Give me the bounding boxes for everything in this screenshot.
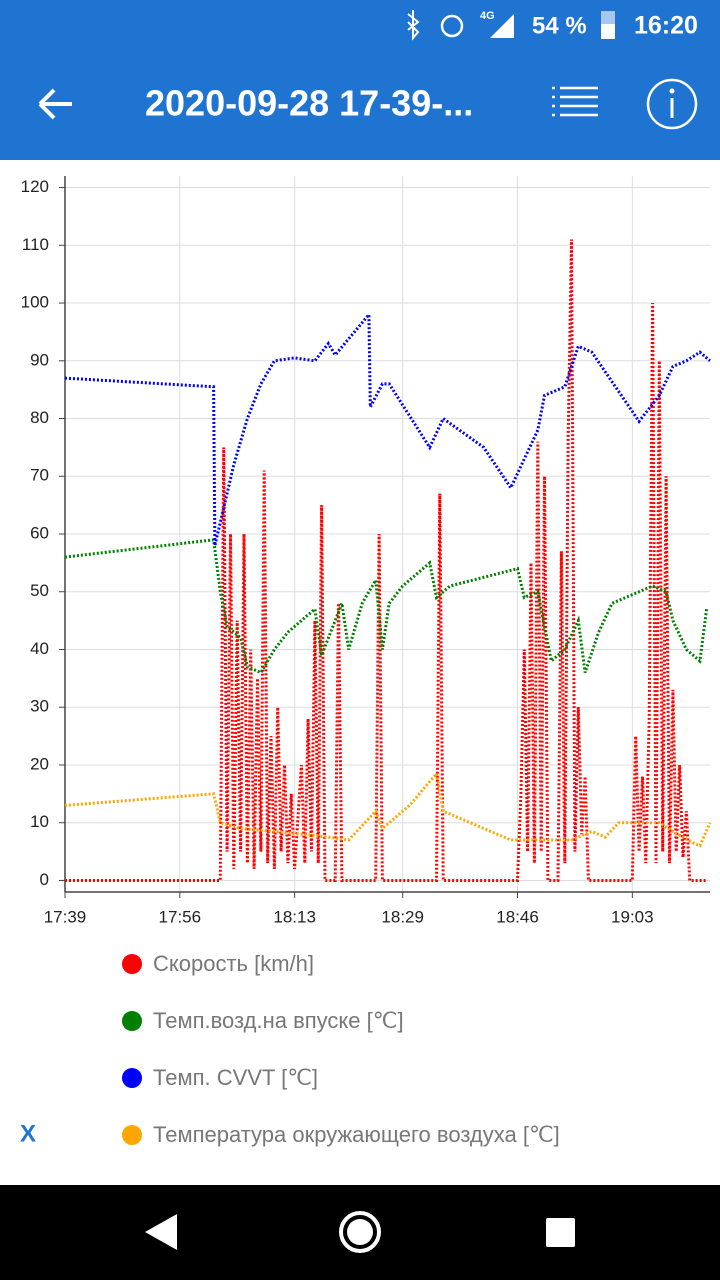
battery-text: 54 %: [532, 12, 587, 39]
x-tick-label: 19:03: [611, 907, 654, 926]
app-bar-bg: [0, 0, 720, 160]
x-tick-label: 18:13: [273, 907, 316, 926]
clock: 16:20: [634, 12, 698, 40]
bluetooth-icon: [407, 10, 420, 41]
nav-home[interactable]: [339, 1211, 381, 1253]
app-title: 2020-09-28 17-39-...: [145, 83, 473, 124]
y-tick-label: 60: [30, 523, 49, 542]
legend-label: Темп.возд.на впуске [℃]: [153, 1008, 404, 1033]
x-tick-label: 18:46: [496, 907, 539, 926]
legend-label: Скорость [km/h]: [153, 951, 314, 976]
series-line: [64, 770, 712, 848]
info-button[interactable]: [646, 78, 698, 130]
alarm-icon: [440, 14, 464, 38]
nav-back[interactable]: [145, 1214, 177, 1250]
y-tick-label: 70: [30, 466, 49, 485]
x-tick-label: 18:29: [381, 907, 424, 926]
legend-label: Темп. CVVT [℃]: [153, 1065, 318, 1090]
y-tick-label: 30: [30, 697, 49, 716]
chart: 0 10 20 30 40 50 60 70 80 90 100 110 120 17:39 17:56 18…: [21, 176, 712, 1147]
x-tick-label: 17:56: [159, 907, 202, 926]
legend-swatch: [122, 1011, 142, 1031]
legend-swatch: [122, 954, 142, 974]
y-tick-label: 40: [30, 639, 49, 658]
nav-recent[interactable]: [546, 1218, 575, 1247]
x-tick-label: 17:39: [44, 907, 87, 926]
battery-level: [601, 24, 615, 39]
signal-icon: [490, 14, 514, 38]
series-line: [64, 310, 711, 546]
y-tick-label: 90: [30, 350, 49, 369]
legend-swatch: [122, 1125, 142, 1145]
list-button[interactable]: [552, 86, 598, 117]
legend-swatch: [122, 1068, 142, 1088]
y-tick-label: 50: [30, 581, 49, 600]
nav-home-dot: [347, 1219, 373, 1245]
series-line: [64, 538, 709, 675]
y-tick-label: 10: [30, 812, 49, 831]
legend-label: Температура окружающего воздуха [℃]: [153, 1122, 560, 1147]
back-button[interactable]: [38, 88, 72, 120]
y-tick-label: 110: [22, 235, 49, 254]
y-tick-label: 80: [30, 408, 49, 427]
y-tick-label: 120: [21, 177, 49, 196]
y-tick-label: 100: [21, 293, 49, 312]
y-tick-label: 0: [40, 870, 49, 889]
y-tick-label: 20: [30, 754, 49, 773]
legend-close[interactable]: X: [20, 1120, 36, 1147]
series-line: [65, 239, 707, 882]
network-type: 4G: [480, 10, 495, 22]
